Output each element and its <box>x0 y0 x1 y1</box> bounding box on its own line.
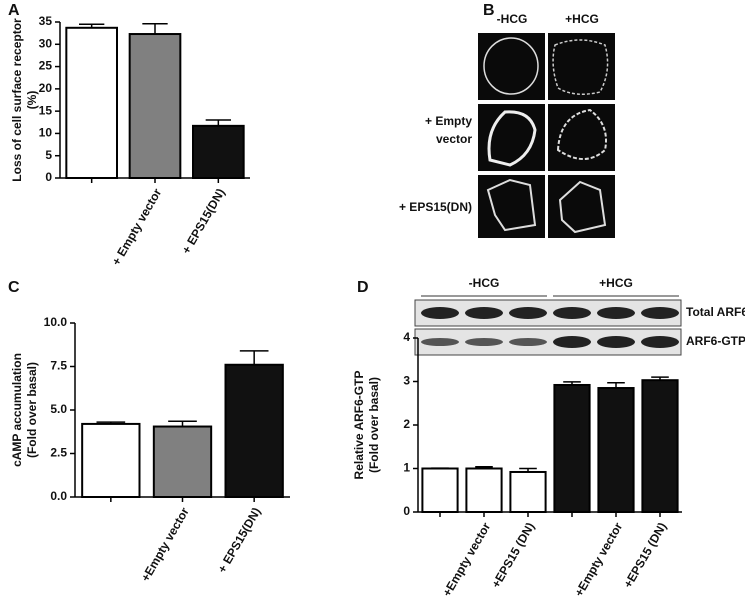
y-tick-label: 20 <box>39 81 53 95</box>
y-axis-label: (%) <box>25 91 39 110</box>
bar <box>128 33 182 179</box>
panel-letter: B <box>483 2 495 19</box>
x-tick-label: +EPS15 (DN) <box>621 520 670 590</box>
row-label: + EPS15(DN) <box>399 200 472 214</box>
x-tick-label: + EPS15(DN) <box>215 505 264 575</box>
blot <box>414 299 682 327</box>
y-tick-label: 25 <box>39 59 53 73</box>
y-tick-label: 0 <box>403 504 410 518</box>
y-tick-label: 1 <box>403 461 410 475</box>
bar <box>641 379 679 513</box>
y-tick-label: 3 <box>403 374 410 388</box>
y-axis-label: (Fold over basal) <box>367 377 381 473</box>
blot-band <box>421 338 459 346</box>
blot <box>414 328 682 356</box>
panel-letter: C <box>8 279 20 296</box>
x-tick-label: +Empty vector <box>440 520 494 599</box>
y-axis-label: Loss of cell surface receptor <box>10 18 24 182</box>
blot-band <box>509 307 547 319</box>
y-tick-label: 2 <box>403 417 410 431</box>
blot-band <box>553 336 591 348</box>
bar <box>65 26 119 180</box>
x-tick-label: +Empty vector <box>138 505 192 584</box>
y-tick-label: 5 <box>45 148 52 162</box>
group-label: +HCG <box>599 276 633 290</box>
y-axis-label: Relative ARF6-GTP <box>352 371 366 480</box>
y-tick-label: 15 <box>39 103 53 117</box>
y-axis-label: cAMP accumulation <box>10 353 24 467</box>
blot-band <box>641 307 679 319</box>
column-label: +HCG <box>565 12 599 26</box>
panel-letter: A <box>8 2 20 19</box>
blot-band <box>553 307 591 319</box>
blot-label: ARF6-GTP <box>686 334 745 348</box>
x-tick-label: +EPS15 (DN) <box>489 520 538 590</box>
x-tick-label: + EPS15(DN) <box>179 186 228 256</box>
blot-band <box>465 307 503 319</box>
panel-letter: D <box>357 279 369 296</box>
y-tick-label: 10 <box>39 126 53 140</box>
bar <box>553 383 591 514</box>
micrographs <box>478 33 615 238</box>
x-tick-label: + Empty vector <box>109 186 164 268</box>
y-tick-label: 0.0 <box>50 489 67 503</box>
row-label: vector <box>436 132 472 146</box>
bar <box>81 422 141 499</box>
blot-band <box>465 338 503 346</box>
y-tick-label: 2.5 <box>50 446 67 460</box>
blot-label: Total ARF6 <box>686 305 745 319</box>
x-tick-label: +Empty vector <box>572 520 626 599</box>
bar <box>152 425 213 498</box>
blot-band <box>509 338 547 346</box>
blot-band <box>421 307 459 319</box>
bar <box>421 467 459 513</box>
y-axis-label: (Fold over basal) <box>25 362 39 458</box>
row-label: + Empty <box>425 114 472 128</box>
y-tick-label: 7.5 <box>50 359 67 373</box>
y-tick-label: 30 <box>39 36 53 50</box>
y-tick-label: 5.0 <box>50 402 67 416</box>
y-tick-label: 10.0 <box>44 315 68 329</box>
blot-band <box>641 336 679 348</box>
bar <box>224 363 284 499</box>
blot-band <box>597 336 635 348</box>
y-tick-label: 4 <box>403 330 410 344</box>
bar <box>509 470 547 514</box>
bar <box>192 124 245 179</box>
bar <box>465 467 503 513</box>
y-tick-label: 0 <box>45 170 52 184</box>
column-label: -HCG <box>497 12 528 26</box>
bar <box>597 387 635 513</box>
blot-band <box>597 307 635 319</box>
group-label: -HCG <box>469 276 500 290</box>
y-tick-label: 35 <box>39 14 53 28</box>
